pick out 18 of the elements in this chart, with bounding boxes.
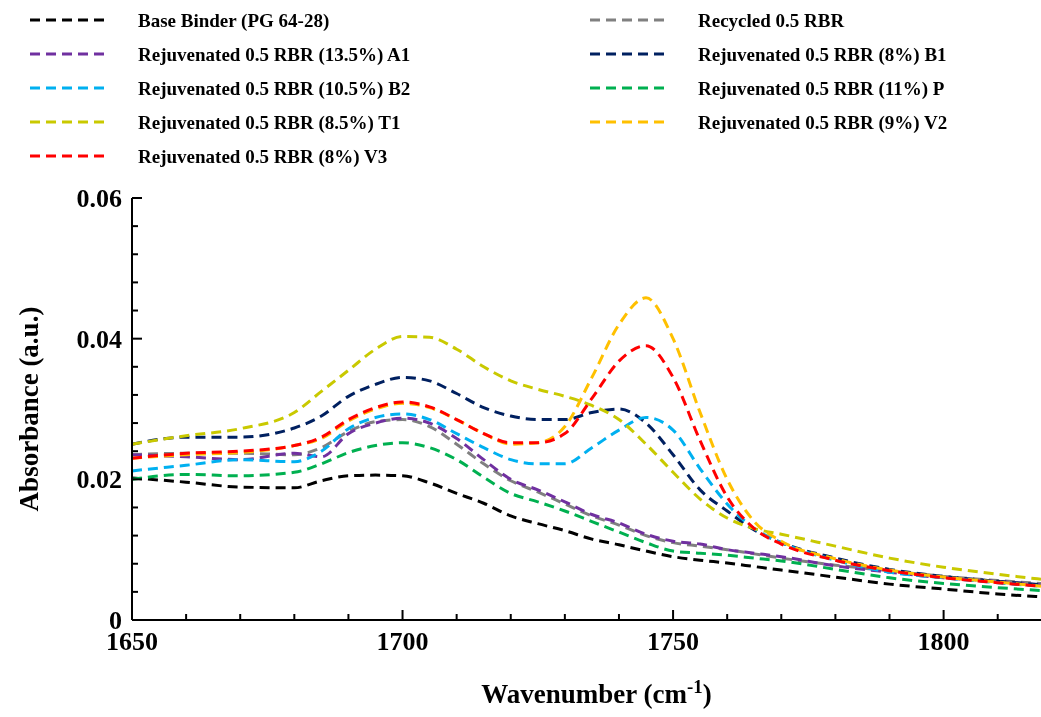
legend-label: Rejuvenated 0.5 RBR (11%) P — [698, 77, 945, 100]
y-tick-label: 0.04 — [76, 324, 122, 354]
y-tick-label: 0.02 — [76, 465, 122, 495]
legend-label: Rejuvenated 0.5 RBR (13.5%) A1 — [138, 43, 411, 66]
x-axis-title: Wavenumber (cm$^{-1}$) — [481, 675, 712, 709]
x-tick-label: 1800 — [917, 627, 970, 656]
legend-label: Rejuvenated 0.5 RBR (8%) B1 — [698, 43, 947, 66]
legend-label: Recycled 0.5 RBR — [698, 9, 845, 31]
legend-label: Rejuvenated 0.5 RBR (9%) V2 — [698, 111, 948, 134]
legend-label: Base Binder (PG 64-28) — [138, 9, 330, 32]
legend-label: Rejuvenated 0.5 RBR (10.5%) B2 — [138, 77, 411, 100]
x-tick-label: 1700 — [376, 627, 429, 656]
y-axis-title: Absorbance (a.u.) — [14, 306, 44, 512]
legend-label: Rejuvenated 0.5 RBR (8.5%) T1 — [138, 111, 401, 134]
legend-label: Rejuvenated 0.5 RBR (8%) V3 — [138, 145, 388, 168]
line-series — [130, 441, 1041, 592]
x-tick-label: 1750 — [647, 627, 700, 656]
y-tick-label: 0.06 — [76, 184, 122, 214]
